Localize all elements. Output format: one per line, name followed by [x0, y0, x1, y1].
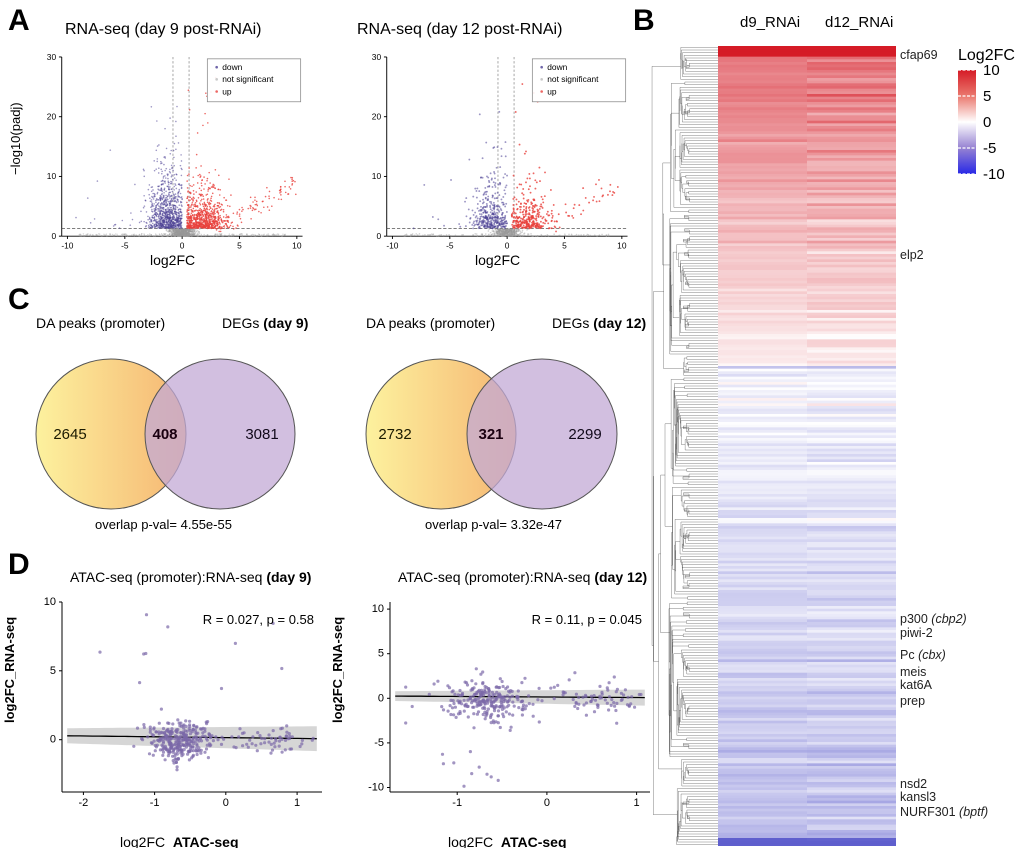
svg-text:0: 0: [505, 240, 510, 250]
svg-text:-10: -10: [983, 166, 1005, 183]
svg-text:10: 10: [372, 171, 382, 181]
svg-text:408: 408: [152, 426, 177, 443]
svg-text:10: 10: [47, 171, 57, 181]
svg-text:1: 1: [294, 797, 300, 809]
svg-text:up: up: [222, 86, 232, 96]
svg-text:0: 0: [51, 231, 56, 241]
svg-text:3081: 3081: [245, 426, 278, 443]
svg-text:5: 5: [983, 88, 991, 105]
svg-text:-1: -1: [150, 797, 160, 809]
svg-text:5: 5: [50, 665, 56, 677]
svg-text:5: 5: [562, 240, 567, 250]
svg-text:-10: -10: [386, 240, 398, 250]
svg-text:-2: -2: [79, 797, 89, 809]
svg-text:2645: 2645: [53, 426, 86, 443]
svg-text:not significant: not significant: [222, 74, 274, 84]
svg-text:30: 30: [372, 52, 382, 62]
svg-text:321: 321: [478, 426, 503, 443]
svg-text:not significant: not significant: [547, 74, 599, 84]
svg-text:10: 10: [617, 240, 627, 250]
svg-text:down: down: [547, 62, 567, 72]
svg-text:-5: -5: [446, 240, 454, 250]
svg-text:-5: -5: [983, 140, 996, 157]
svg-text:0: 0: [983, 114, 991, 131]
svg-text:0: 0: [50, 734, 56, 746]
svg-text:10: 10: [983, 62, 1000, 79]
svg-text:30: 30: [47, 52, 57, 62]
svg-text:down: down: [222, 62, 242, 72]
svg-text:20: 20: [47, 111, 57, 121]
svg-text:20: 20: [372, 111, 382, 121]
svg-text:10: 10: [44, 596, 56, 608]
svg-text:5: 5: [237, 240, 242, 250]
svg-text:2299: 2299: [568, 426, 601, 443]
svg-text:0: 0: [223, 797, 229, 809]
svg-text:0: 0: [376, 231, 381, 241]
svg-text:10: 10: [292, 240, 302, 250]
svg-text:-5: -5: [121, 240, 129, 250]
svg-text:-10: -10: [61, 240, 73, 250]
svg-text:2732: 2732: [378, 426, 411, 443]
svg-text:0: 0: [180, 240, 185, 250]
svg-text:up: up: [547, 86, 557, 96]
